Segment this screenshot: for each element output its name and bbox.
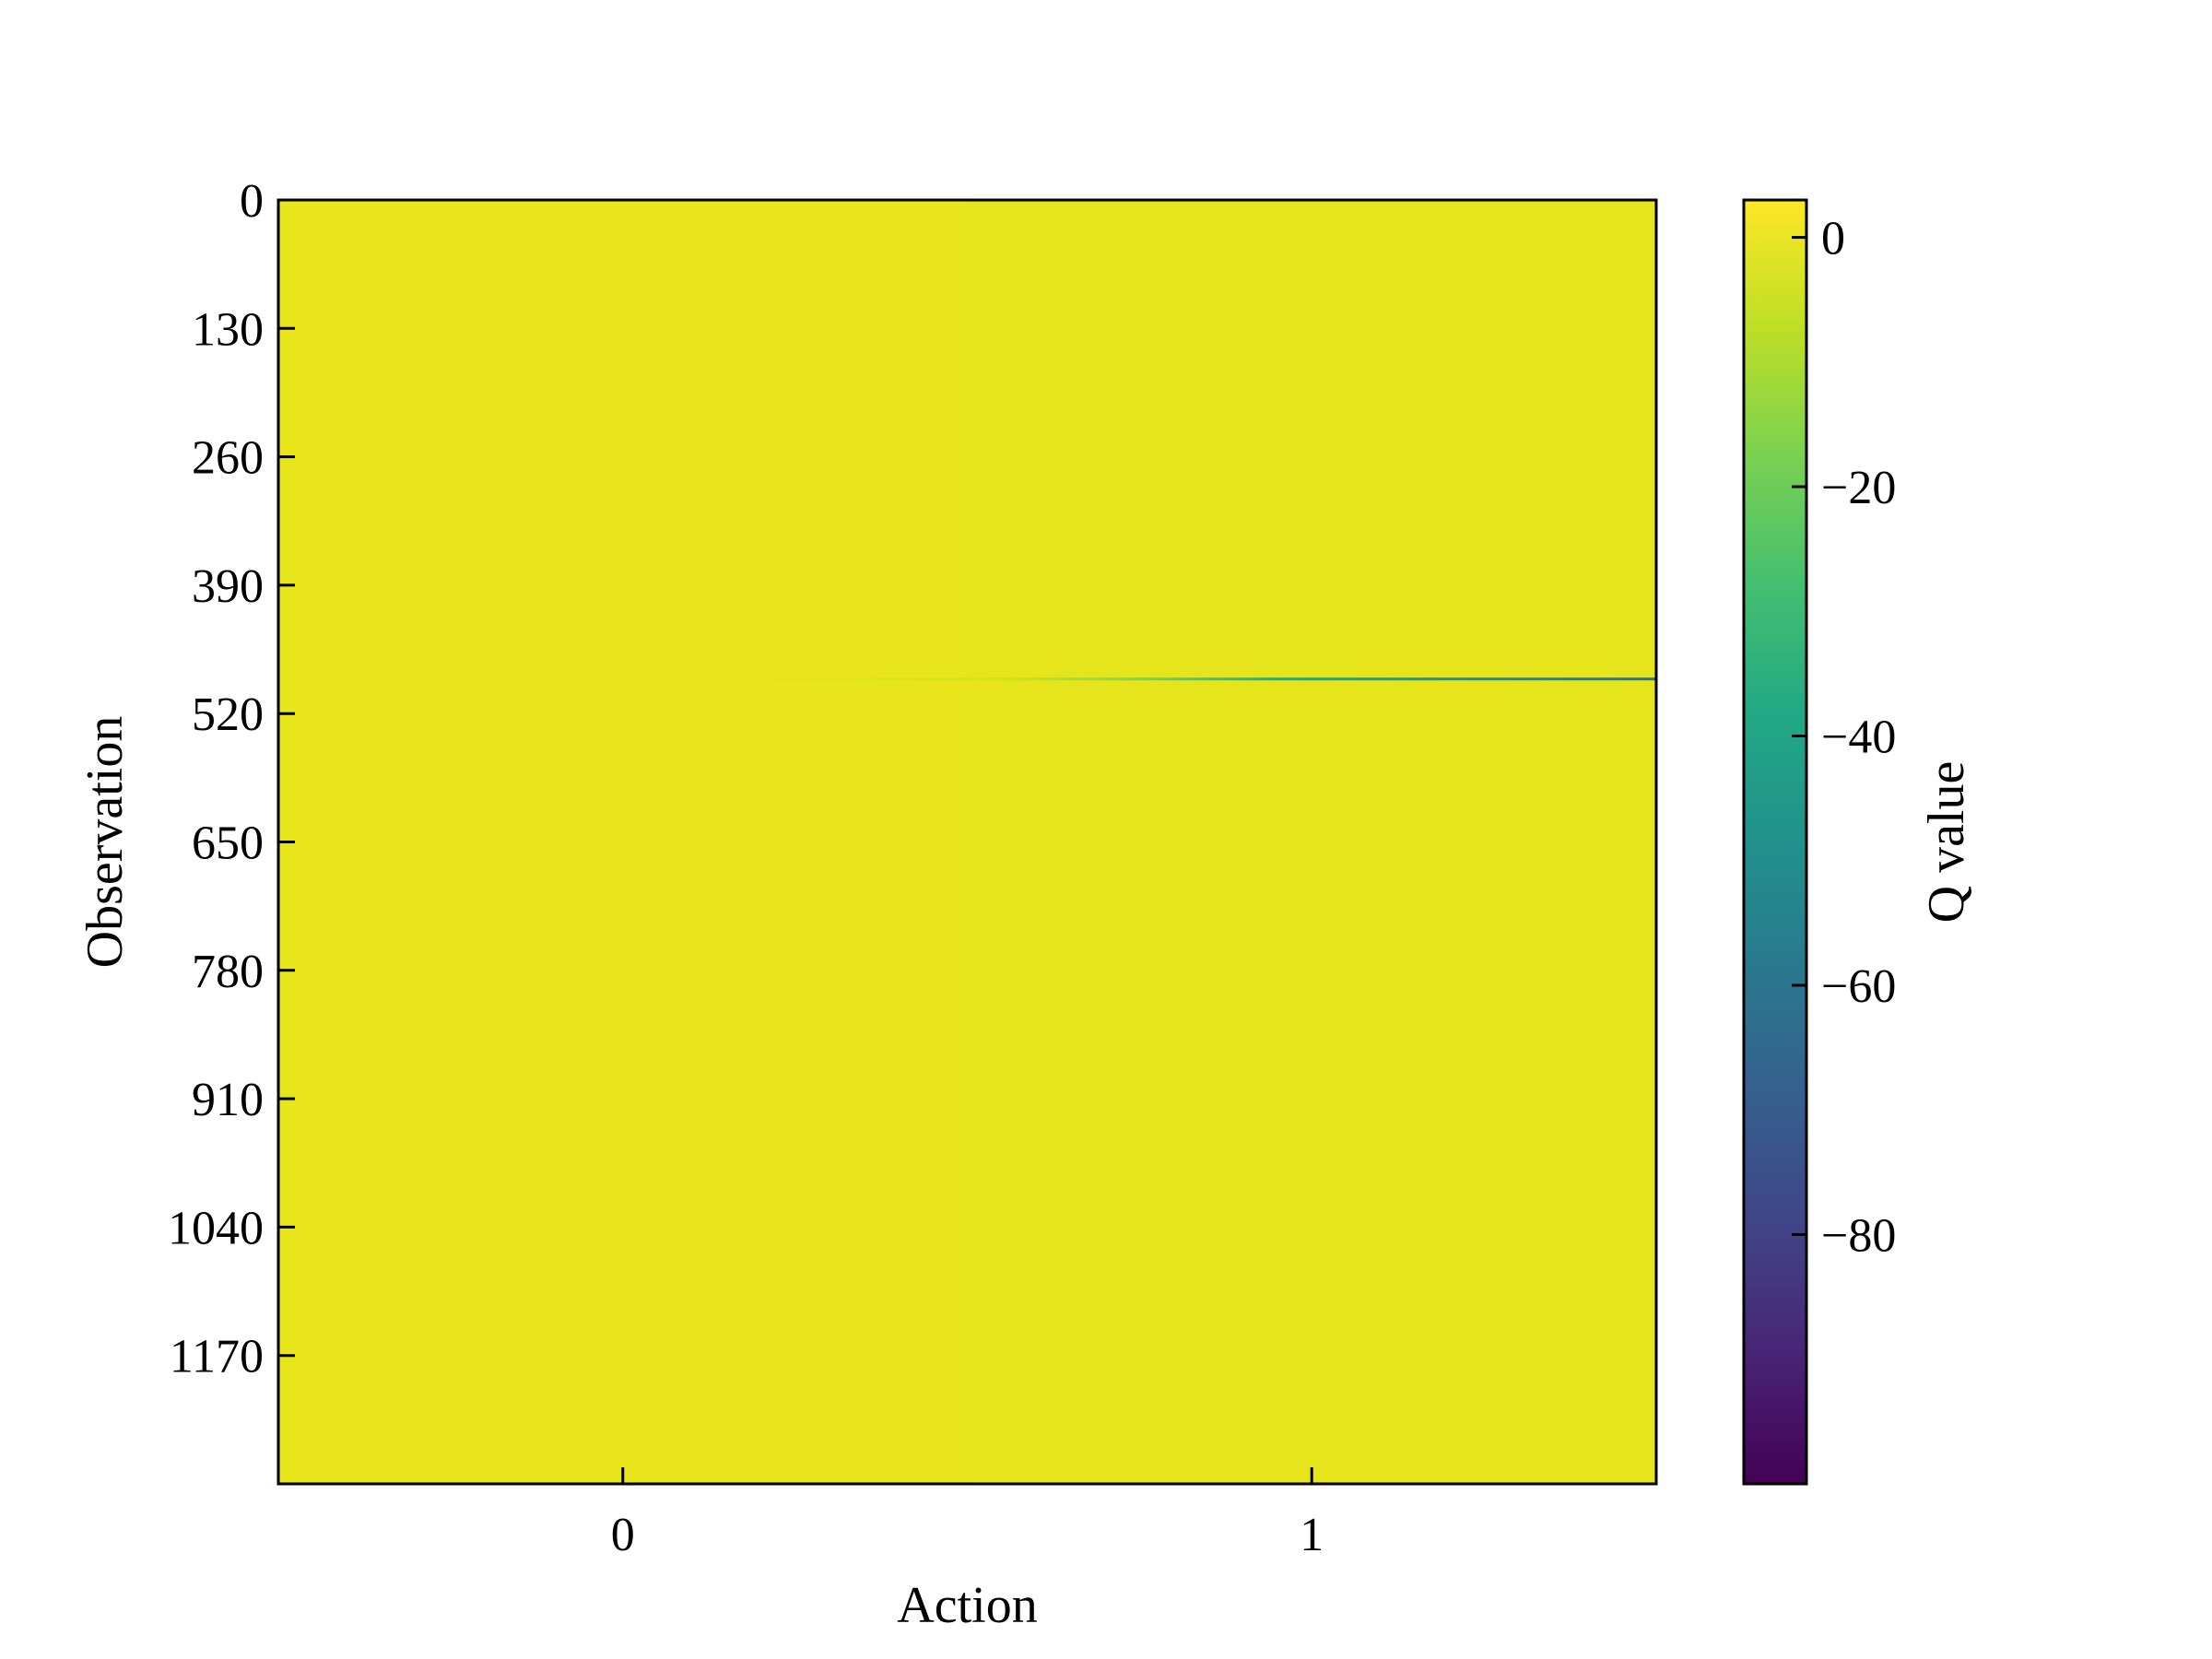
y-axis-ticks: 0 130 260 390 520 650 780 910 1040 1170 <box>168 175 295 1383</box>
colorbar-label: Q value <box>1918 761 1975 924</box>
colorbar-tick-label: −60 <box>1821 960 1896 1013</box>
y-tick-label: 650 <box>192 818 264 870</box>
heatmap-column-action-0 <box>278 200 968 1484</box>
y-tick-label: 1040 <box>168 1202 264 1254</box>
colorbar-tick-label: −80 <box>1821 1210 1896 1263</box>
colorbar-tick-label: 0 <box>1821 213 1845 265</box>
y-tick-label: 910 <box>192 1074 264 1126</box>
y-tick-label: 1170 <box>170 1331 264 1383</box>
y-axis-label: Observation <box>76 716 134 969</box>
y-tick-label: 260 <box>192 432 264 485</box>
y-tick-label: 130 <box>192 303 264 356</box>
y-tick-label: 390 <box>192 560 264 613</box>
colorbar <box>1742 198 1808 1486</box>
anomaly-row <box>725 677 1656 681</box>
x-tick-label: 0 <box>611 1509 635 1561</box>
colorbar-ticks: 0 −20 −40 −60 −80 <box>1792 213 1896 1263</box>
x-tick-label: 1 <box>1300 1509 1324 1561</box>
heatmap-cells <box>278 200 1656 1484</box>
heatmap-column-action-1 <box>967 200 1656 1484</box>
colorbar-tick-label: −20 <box>1821 462 1896 514</box>
y-tick-label: 0 <box>240 175 264 228</box>
y-tick-label: 780 <box>192 946 264 998</box>
x-axis-label: Action <box>897 1577 1037 1634</box>
y-tick-label: 520 <box>192 688 264 741</box>
colorbar-tick-label: −40 <box>1821 712 1896 764</box>
